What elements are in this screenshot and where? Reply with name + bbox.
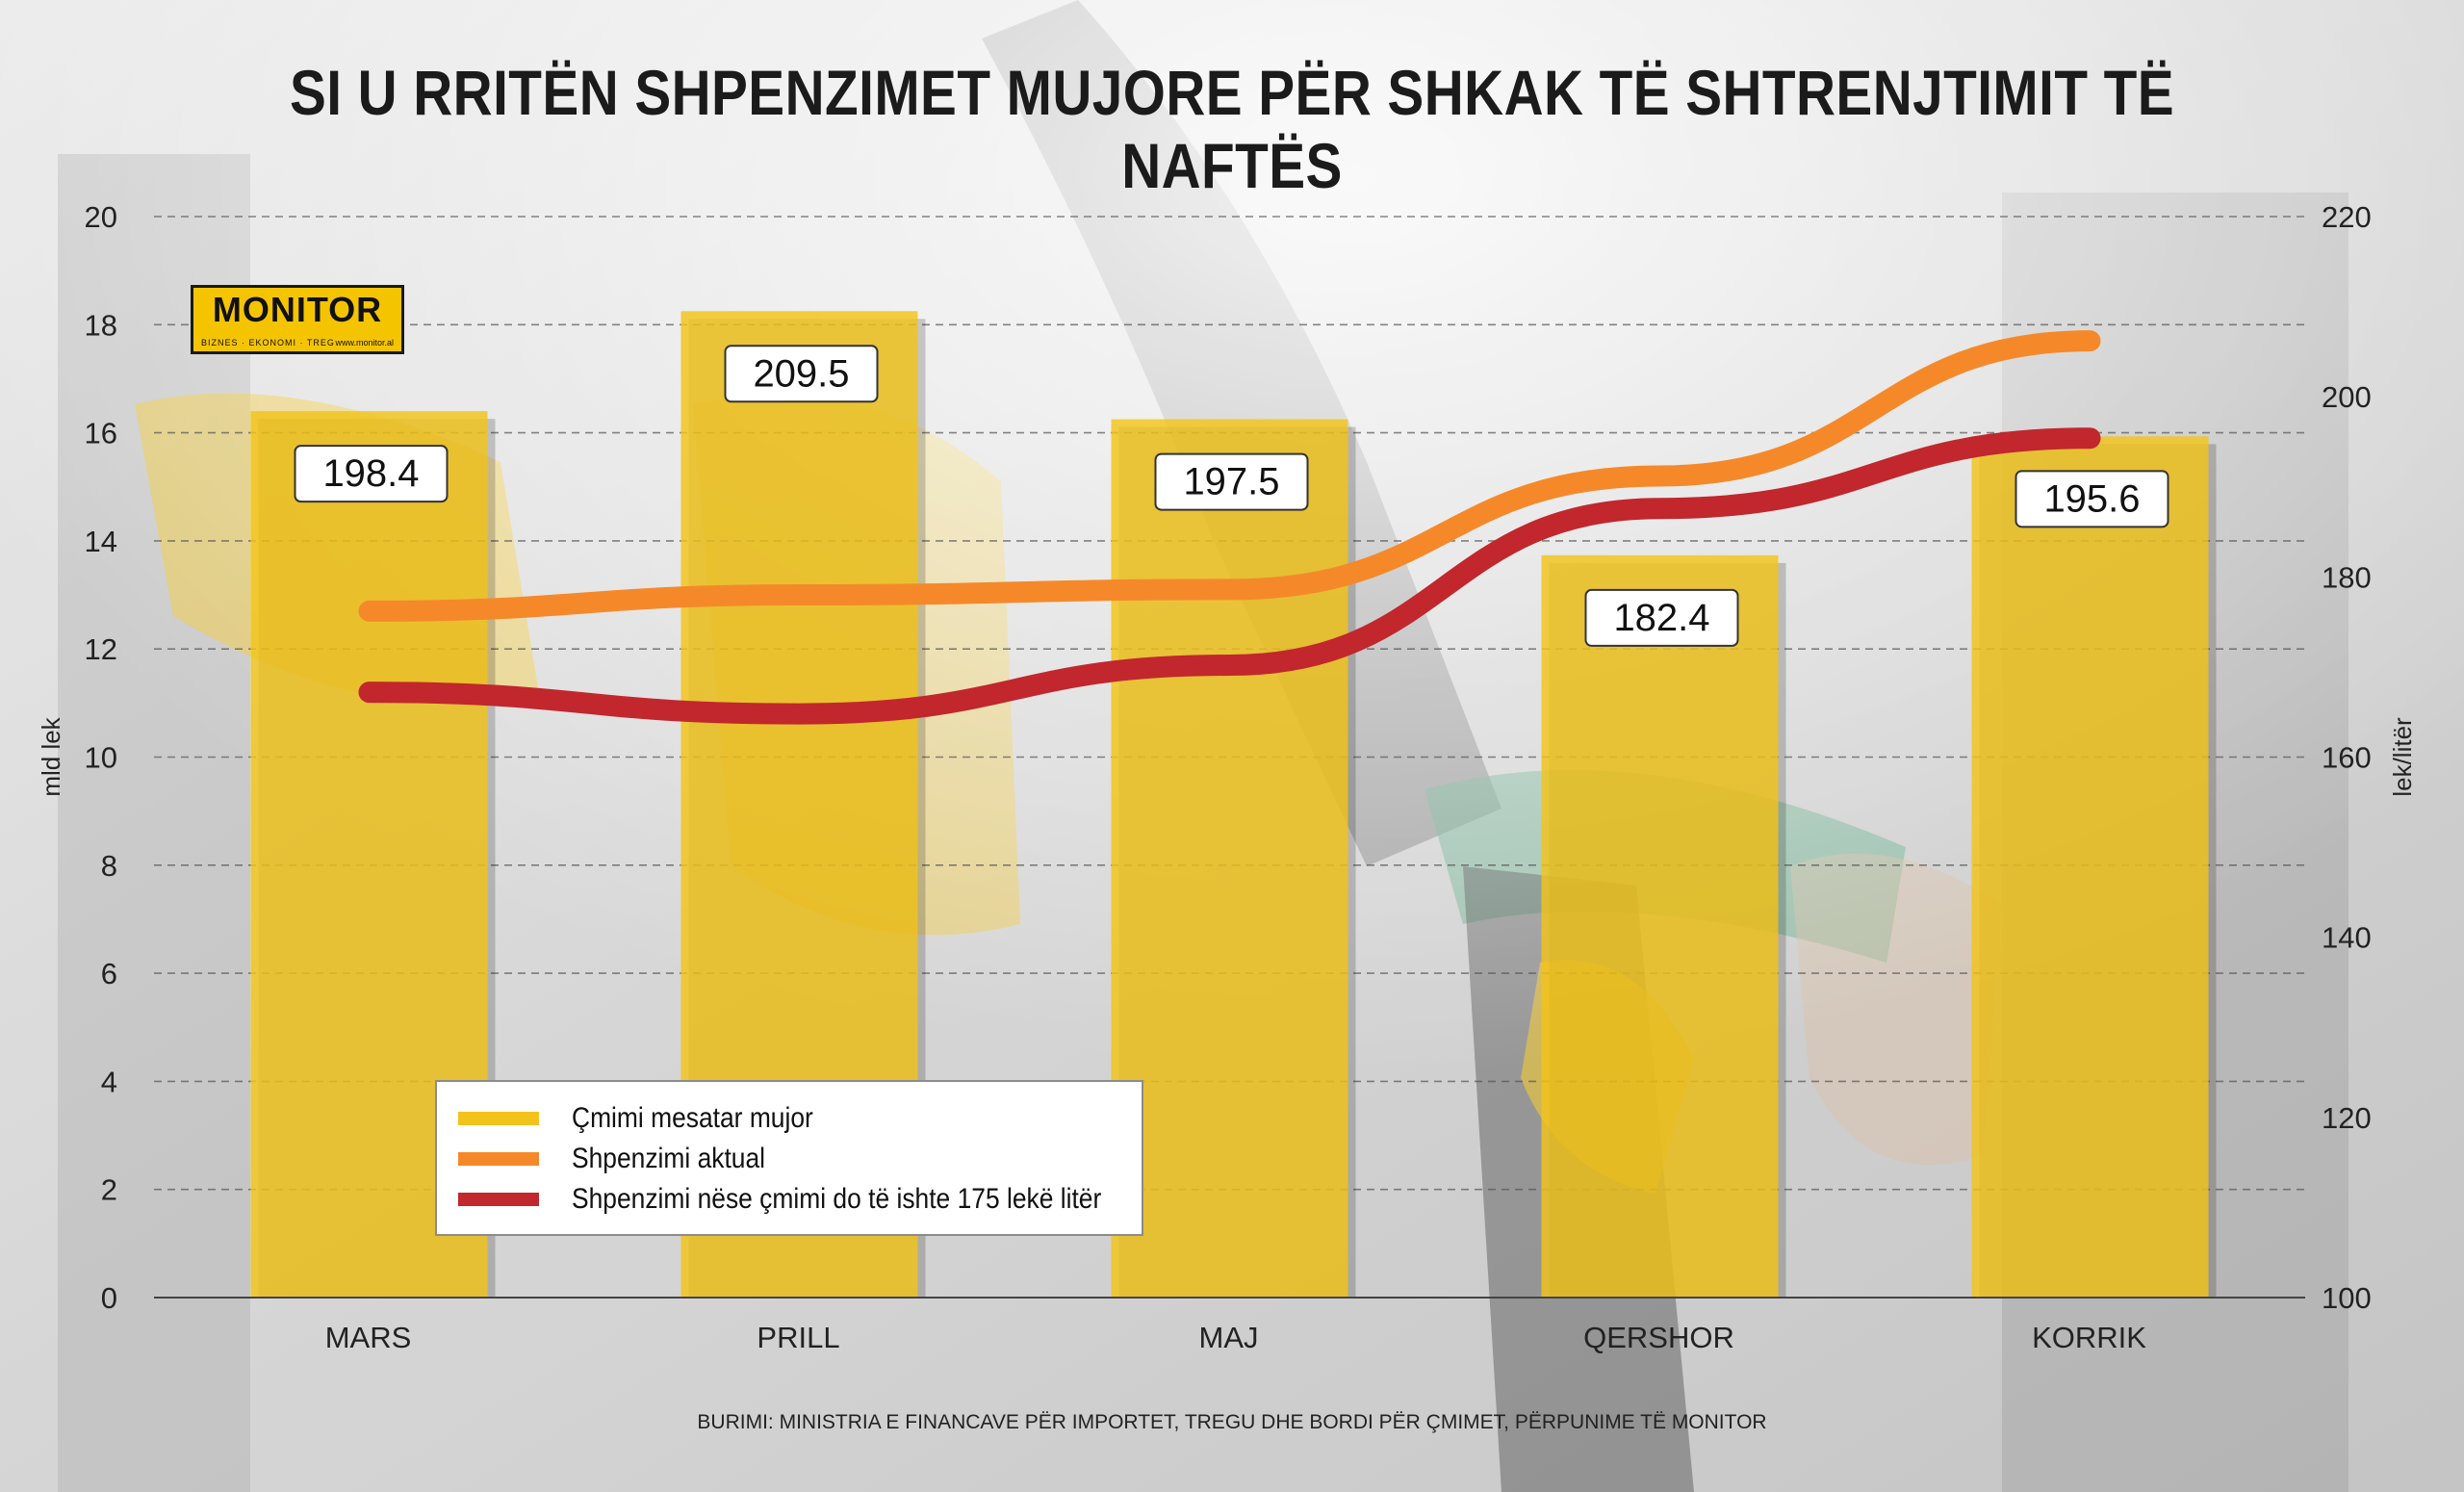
y-left-tick-label: 0 (101, 1281, 117, 1315)
y-left-tick-label: 4 (101, 1065, 117, 1098)
legend-item-price: Çmimi mesatar mujor (458, 1099, 846, 1138)
y-left-tick-label: 8 (101, 849, 117, 883)
legend-item-actual-spending: Shpenzimi aktual (458, 1140, 791, 1178)
y-right-tick-label: 120 (2322, 1101, 2372, 1135)
bar-value-label: 195.6 (2043, 477, 2140, 520)
bar-value-label: 197.5 (1183, 461, 1279, 503)
logo-name: MONITOR (212, 290, 383, 329)
y-right-axis-label: lek/litër (2388, 717, 2417, 797)
bar-value-box (1584, 588, 1739, 647)
bar-value-box (2015, 470, 2169, 528)
bar-korrik (1971, 436, 2209, 1298)
lines-layer (358, 330, 2101, 725)
y-left-tick-label: 6 (101, 957, 117, 990)
y-left-tick-label: 14 (85, 525, 117, 558)
legend-label-actual-spending: Shpenzimi aktual (572, 1143, 766, 1174)
legend-swatch-price (458, 1112, 539, 1125)
y-right-tick-label: 180 (2322, 560, 2372, 594)
legend: Çmimi mesatar mujor Shpenzimi aktual Shp… (435, 1080, 1143, 1236)
bar-value-label: 182.4 (1613, 597, 1709, 639)
y-right-tick-label: 100 (2322, 1281, 2372, 1315)
line-hypothetical-spending (358, 427, 2101, 725)
bar-value-label: 209.5 (753, 352, 849, 395)
legend-label-price: Çmimi mesatar mujor (572, 1102, 813, 1134)
logo-url: www.monitor.al (335, 338, 394, 347)
x-category-label: PRILL (757, 1321, 839, 1354)
y-right-tick-label: 200 (2322, 380, 2372, 414)
monitor-logo: MONITOR BIZNES · EKONOMI · TREG www.moni… (191, 285, 404, 354)
legend-label-hypothetical-spending: Shpenzimi nëse çmimi do të ishte 175 lek… (572, 1183, 1102, 1215)
y-left-axis-label: mld lek (37, 716, 65, 796)
bar-maj (1111, 419, 1348, 1298)
bar-qershor (1541, 554, 1779, 1298)
labels-layer: 198.4 209.5 197.5 182.4 195.6 (294, 345, 2169, 647)
x-category-label: KORRIK (2032, 1321, 2146, 1354)
bar-value-box (724, 345, 879, 403)
y-right-tick-label: 220 (2322, 200, 2372, 234)
axes-layer: 0 2 4 6 8 10 12 14 16 18 20 100 120 140 160 180 200 220 ml… (37, 200, 2417, 1354)
y-left-tick-label: 18 (85, 308, 117, 342)
legend-swatch-actual-spending (458, 1152, 539, 1166)
bar-value-box (294, 445, 449, 503)
line-actual-spending (358, 330, 2101, 622)
y-right-tick-label: 160 (2322, 741, 2372, 775)
bar-value-label: 198.4 (322, 452, 419, 495)
x-category-label: MAJ (1199, 1321, 1259, 1354)
legend-item-hypothetical-spending: Shpenzimi nëse çmimi do të ishte 175 lek… (458, 1180, 1173, 1219)
source-note: BURIMI: MINISTRIA E FINANCAVE PËR IMPORT… (697, 1411, 1767, 1433)
x-category-label: QERSHOR (1583, 1321, 1734, 1354)
y-left-tick-label: 10 (85, 741, 117, 775)
y-left-tick-label: 2 (101, 1173, 117, 1207)
legend-swatch-hypothetical-spending (458, 1193, 539, 1206)
chart-title: SI U RRITËN SHPENZIMET MUJORE PËR SHKAK … (289, 57, 2175, 201)
y-right-tick-label: 140 (2322, 921, 2372, 955)
x-category-label: MARS (325, 1321, 412, 1354)
grid-layer (154, 216, 2305, 1191)
y-left-tick-label: 12 (85, 632, 117, 666)
logo-tagline: BIZNES · EKONOMI · TREG (201, 338, 335, 347)
bar-value-box (1154, 452, 1309, 511)
y-left-tick-label: 20 (85, 200, 117, 234)
y-left-tick-label: 16 (85, 417, 117, 450)
